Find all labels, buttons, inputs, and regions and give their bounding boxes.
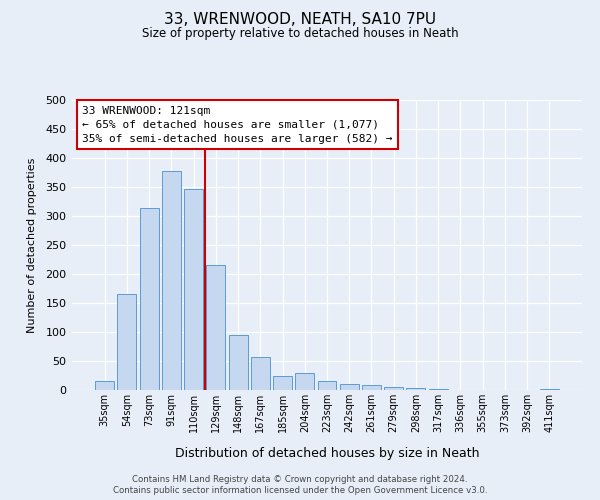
Bar [540,389,559,390]
Bar [406,388,425,390]
Bar [317,382,337,390]
Text: 33, WRENWOOD, NEATH, SA10 7PU: 33, WRENWOOD, NEATH, SA10 7PU [164,12,436,28]
Bar [140,208,158,390]
Bar [118,294,136,390]
Bar [362,385,381,390]
Text: Contains public sector information licensed under the Open Government Licence v3: Contains public sector information licen… [113,486,487,495]
Text: Size of property relative to detached houses in Neath: Size of property relative to detached ho… [142,28,458,40]
Bar [162,172,181,390]
Bar [384,386,403,390]
Text: 33 WRENWOOD: 121sqm
← 65% of detached houses are smaller (1,077)
35% of semi-det: 33 WRENWOOD: 121sqm ← 65% of detached ho… [82,106,392,144]
Bar [95,382,114,390]
Y-axis label: Number of detached properties: Number of detached properties [27,158,37,332]
Bar [184,188,203,390]
Bar [206,266,225,390]
Bar [340,384,359,390]
Text: Distribution of detached houses by size in Neath: Distribution of detached houses by size … [175,448,479,460]
Bar [229,335,248,390]
Bar [295,372,314,390]
Bar [251,357,270,390]
Bar [273,376,292,390]
Text: Contains HM Land Registry data © Crown copyright and database right 2024.: Contains HM Land Registry data © Crown c… [132,475,468,484]
